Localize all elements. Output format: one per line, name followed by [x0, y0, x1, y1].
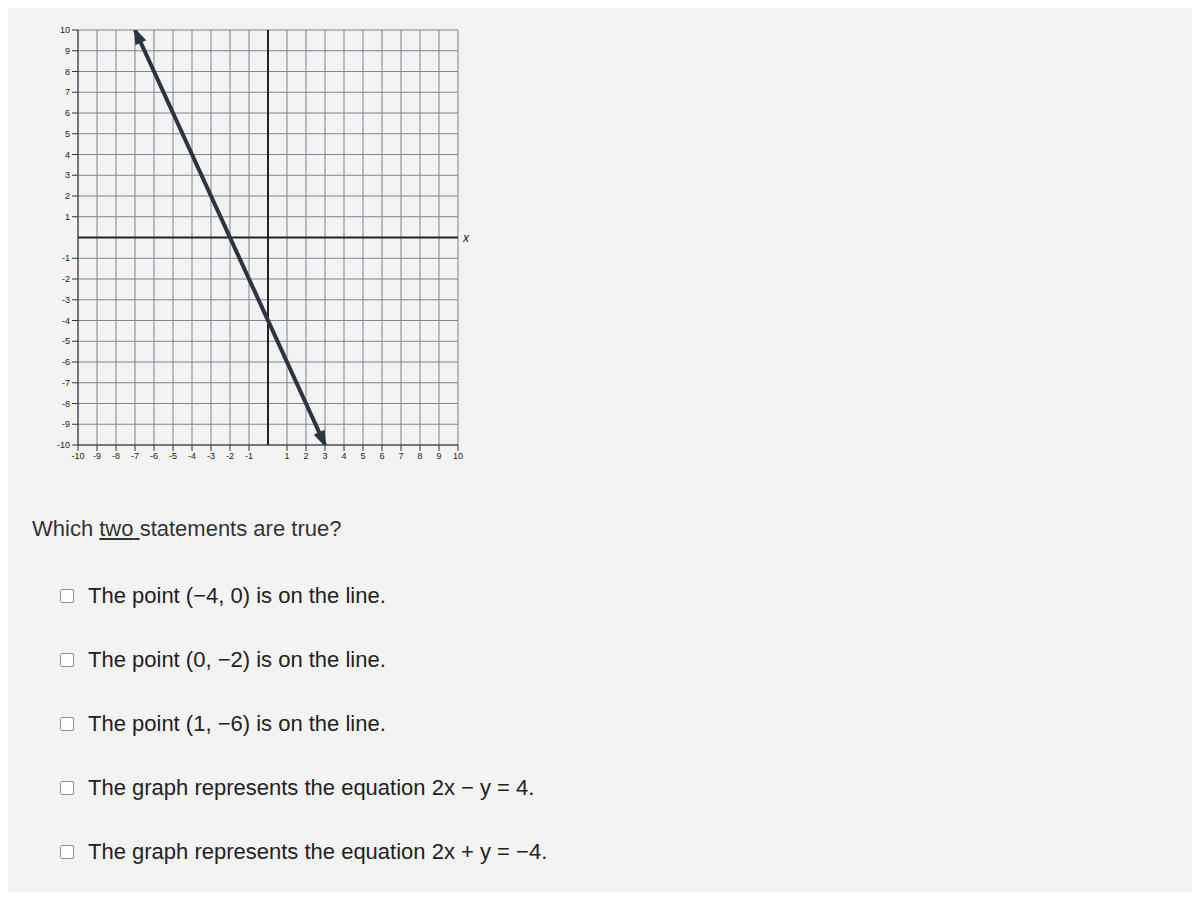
- svg-text:-7: -7: [131, 451, 139, 461]
- svg-text:-1: -1: [62, 253, 70, 263]
- svg-text:10: 10: [60, 25, 70, 35]
- svg-text:7: 7: [65, 87, 70, 97]
- html-text:The point (1, −6) is on the li: The point (1, −6) is on the line.: [88, 711, 386, 736]
- svg-text:-10: -10: [71, 451, 84, 461]
- svg-text:-2: -2: [62, 274, 70, 284]
- svg-text:3: 3: [65, 170, 70, 180]
- svg-text:-1: -1: [245, 451, 253, 461]
- svg-text:-6: -6: [150, 451, 158, 461]
- svg-text:10: 10: [453, 451, 463, 461]
- svg-text:-9: -9: [93, 451, 101, 461]
- html-text:The graph represents the equat: The graph represents the equation 2x − y…: [88, 775, 535, 800]
- svg-text:9: 9: [436, 451, 441, 461]
- svg-text:-2: -2: [226, 451, 234, 461]
- svg-text:7: 7: [398, 451, 403, 461]
- html-text:The point (0, −2) is on the li: The point (0, −2) is on the line.: [88, 647, 386, 672]
- html-text:Which two statements are true?: Which two statements are true?: [32, 516, 342, 541]
- svg-text:-3: -3: [207, 451, 215, 461]
- svg-text:2: 2: [65, 191, 70, 201]
- svg-text:6: 6: [379, 451, 384, 461]
- svg-text:-8: -8: [62, 399, 70, 409]
- svg-text:2: 2: [303, 451, 308, 461]
- svg-text:3: 3: [322, 451, 327, 461]
- svg-text:-3: -3: [62, 295, 70, 305]
- svg-text:-4: -4: [188, 451, 196, 461]
- html-text:The point (−4, 0) is on the li: The point (−4, 0) is on the line.: [88, 583, 386, 608]
- svg-text:4: 4: [341, 451, 346, 461]
- svg-text:-7: -7: [62, 378, 70, 388]
- svg-text:8: 8: [65, 67, 70, 77]
- svg-text:6: 6: [65, 108, 70, 118]
- svg-text:-5: -5: [62, 336, 70, 346]
- svg-text:1: 1: [284, 451, 289, 461]
- svg-text:5: 5: [360, 451, 365, 461]
- svg-text:-5: -5: [169, 451, 177, 461]
- svg-text:9: 9: [65, 46, 70, 56]
- html-text:The graph represents the equat: The graph represents the equation 2x + y…: [88, 839, 548, 864]
- svg-text:-8: -8: [112, 451, 120, 461]
- svg-text:8: 8: [417, 451, 422, 461]
- svg-text:-4: -4: [62, 316, 70, 326]
- svg-text:5: 5: [65, 129, 70, 139]
- svg-text:x: x: [462, 231, 470, 245]
- svg-text:1: 1: [65, 212, 70, 222]
- svg-text:-9: -9: [62, 419, 70, 429]
- svg-text:-6: -6: [62, 357, 70, 367]
- svg-text:-10: -10: [57, 440, 70, 450]
- svg-text:4: 4: [65, 150, 70, 160]
